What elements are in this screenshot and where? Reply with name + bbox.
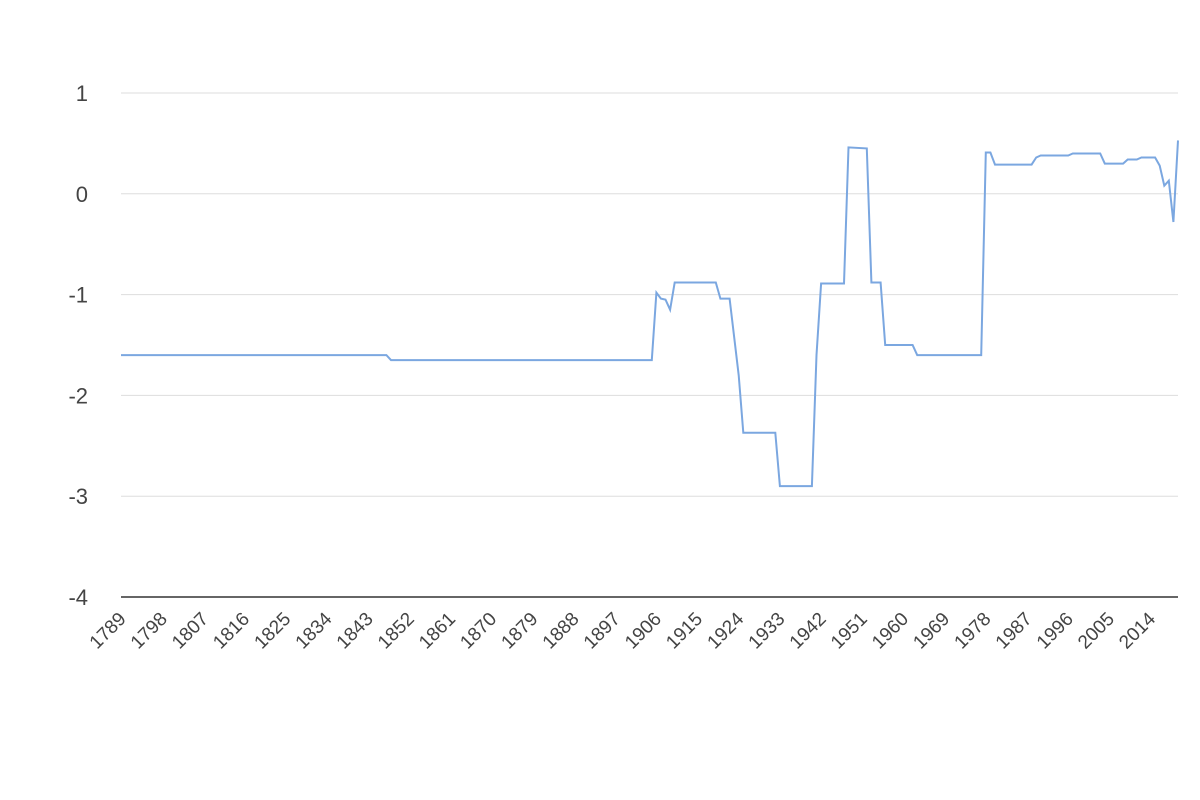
y-tick-label: -2	[68, 383, 88, 408]
x-tick-label: 1825	[251, 609, 296, 654]
x-tick-label: 1924	[704, 608, 749, 653]
x-tick-label: 1834	[292, 608, 337, 653]
x-tick-label: 1969	[909, 609, 954, 654]
y-tick-label: -3	[68, 484, 88, 509]
x-tick-label: 1861	[415, 609, 460, 654]
x-tick-label: 1996	[1033, 609, 1078, 654]
x-tick-label: 2014	[1115, 608, 1160, 653]
x-tick-label: 1807	[168, 609, 213, 654]
x-tick-label: 1933	[745, 609, 790, 654]
x-tick-label: 1942	[786, 609, 831, 654]
x-tick-label: 1897	[580, 609, 625, 654]
x-tick-label: 1798	[127, 609, 172, 654]
y-tick-label: 0	[76, 182, 88, 207]
x-tick-label: 1888	[539, 609, 584, 654]
x-tick-label: 1978	[951, 609, 996, 654]
x-tick-label: 1852	[374, 609, 419, 654]
x-tick-label: 1879	[498, 609, 543, 654]
x-tick-label: 1960	[868, 609, 913, 654]
y-tick-label: -4	[68, 585, 88, 610]
x-tick-label: 1789	[86, 609, 131, 654]
x-tick-label: 1987	[992, 609, 1037, 654]
x-tick-label: 1843	[333, 609, 378, 654]
x-tick-label: 1951	[827, 609, 872, 654]
y-tick-label: 1	[76, 81, 88, 106]
data-line	[121, 140, 1179, 488]
x-tick-label: 2005	[1074, 609, 1119, 654]
x-tick-label: 1816	[209, 609, 254, 654]
x-tick-label: 1906	[621, 609, 666, 654]
x-tick-label: 1870	[456, 609, 501, 654]
x-tick-label: 1915	[662, 609, 707, 654]
y-tick-label: -1	[68, 283, 88, 308]
